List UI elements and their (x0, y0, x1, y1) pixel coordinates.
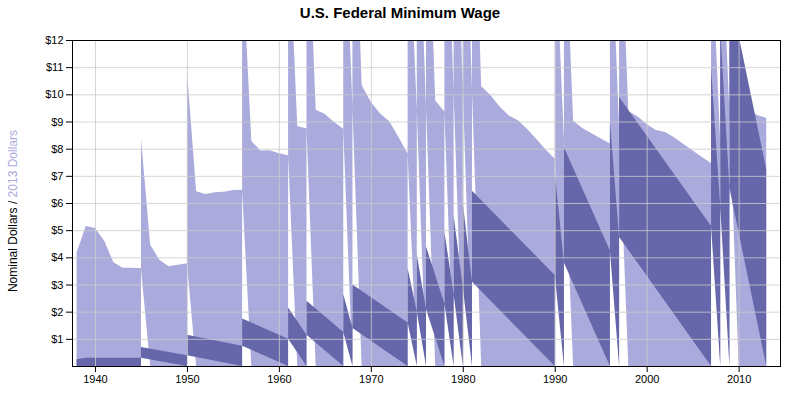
html-text:Nominal Dollars: Nominal Dollars (6, 207, 20, 292)
svg-text:1980: 1980 (451, 373, 475, 385)
svg-text:$8: $8 (51, 143, 63, 155)
svg-text:$7: $7 (51, 170, 63, 182)
svg-text:$5: $5 (51, 224, 63, 236)
html-text:2013 Dollars: 2013 Dollars (6, 130, 20, 198)
svg-text:$12: $12 (45, 34, 63, 46)
svg-text:1960: 1960 (267, 373, 291, 385)
svg-text:$2: $2 (51, 306, 63, 318)
svg-text:1990: 1990 (543, 373, 567, 385)
svg-text:$4: $4 (51, 251, 63, 263)
html-text:U.S. Federal Minimum Wage: U.S. Federal Minimum Wage (299, 4, 501, 21)
svg-text:1950: 1950 (175, 373, 199, 385)
svg-text:1940: 1940 (83, 373, 107, 385)
svg-text:1970: 1970 (359, 373, 383, 385)
svg-text:2000: 2000 (635, 373, 659, 385)
svg-text:$1: $1 (51, 333, 63, 345)
svg-text:$3: $3 (51, 279, 63, 291)
svg-text:2010: 2010 (727, 373, 751, 385)
svg-text:$6: $6 (51, 197, 63, 209)
svg-text:$9: $9 (51, 116, 63, 128)
svg-text:$11: $11 (46, 61, 64, 73)
svg-text:$10: $10 (45, 88, 63, 100)
